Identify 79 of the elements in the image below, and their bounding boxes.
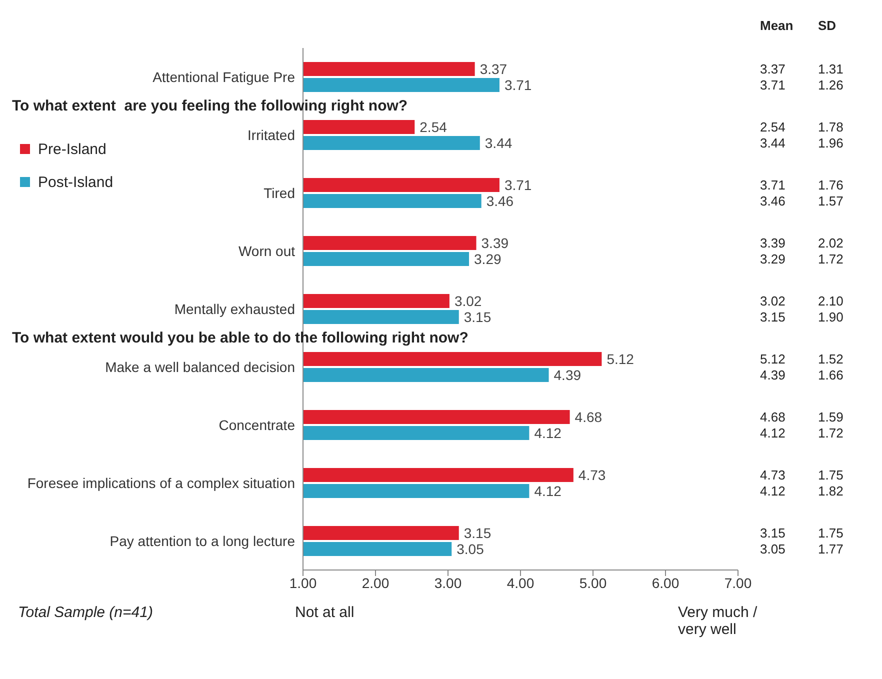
- y-tick-label: Irritated: [248, 126, 295, 143]
- data-label: 5.12: [760, 352, 786, 366]
- text: Not at all: [295, 604, 354, 621]
- data-label: 3.71: [504, 76, 532, 93]
- data-label: 3.02: [760, 294, 786, 308]
- x-tick-label: 6.00: [652, 574, 680, 591]
- y-tick-label: Make a well balanced decision: [105, 358, 295, 375]
- annotation: 4.68: [574, 408, 602, 425]
- data-label: 4.73: [760, 468, 786, 482]
- annotation: To what extent are you feeling the following right now?: [12, 98, 408, 114]
- x-tick-label: 4.00: [506, 574, 534, 591]
- text: 3.71: [760, 78, 786, 92]
- text: 3.15: [760, 310, 786, 324]
- x-tick-label: 3.00: [434, 574, 462, 591]
- y-tick-label: Mentally exhausted: [174, 300, 295, 317]
- text: 1.31: [818, 62, 844, 76]
- text: 4.12: [760, 426, 786, 440]
- data-label: 3.29: [474, 250, 502, 267]
- text: 3.46: [760, 194, 786, 208]
- data-label: 4.12: [534, 424, 562, 441]
- annotation: 3.39: [481, 234, 509, 251]
- legend-label: Post-Island: [38, 174, 114, 191]
- annotation: 3.02: [454, 292, 482, 309]
- y-tick-label: Pay attention to a long lecture: [110, 532, 296, 549]
- text: Mean: [760, 18, 794, 33]
- annotation: 2.54: [420, 118, 448, 135]
- text: 1.96: [818, 136, 844, 150]
- data-label: 3.37: [760, 62, 786, 76]
- y-tick-label: Attentional Fatigue Pre: [152, 68, 296, 85]
- text: 1.82: [818, 484, 844, 498]
- text: 1.26: [818, 78, 844, 92]
- x-tick-label: 5.00: [579, 574, 607, 591]
- text: 3.44: [760, 136, 786, 150]
- y-tick-label: Worn out: [238, 242, 296, 259]
- text: 4.39: [760, 368, 786, 382]
- annotation: 3.15: [464, 524, 492, 541]
- annotation: 5.12: [606, 350, 634, 367]
- annotation: 3.37: [480, 60, 508, 77]
- data-label: 3.15: [464, 308, 492, 325]
- text: 1.66: [818, 368, 844, 382]
- data-label: 4.68: [760, 410, 786, 424]
- y-tick-label: Concentrate: [218, 416, 296, 433]
- data-label: 3.15: [760, 526, 786, 540]
- text: 1.75: [818, 526, 844, 540]
- text: Total Sample (n=41): [18, 604, 153, 621]
- data-label: 3.46: [486, 192, 514, 209]
- annotation: 4.73: [578, 466, 606, 483]
- y-tick-label: Tired: [264, 184, 295, 201]
- text: 1.76: [818, 178, 844, 192]
- text: 3.29: [760, 252, 786, 266]
- text: 1.77: [818, 542, 844, 556]
- text: 1.72: [818, 252, 844, 266]
- y-tick-label: Foresee implications of a complex situation: [27, 474, 295, 491]
- x-tick-label: 1.00: [289, 574, 317, 591]
- data-label: 3.71: [760, 178, 786, 192]
- x-tick-label: 7.00: [724, 574, 752, 591]
- text: 1.75: [818, 468, 844, 482]
- data-label: 4.12: [534, 482, 562, 499]
- text: SD: [818, 18, 836, 33]
- data-label: 4.39: [554, 366, 582, 383]
- text: 1.78: [818, 120, 844, 134]
- data-label: 3.44: [484, 134, 512, 151]
- text: 1.72: [818, 426, 844, 440]
- text: 2.10: [818, 294, 844, 308]
- data-label: 3.05: [456, 540, 484, 557]
- annotation: 3.71: [504, 176, 532, 193]
- text: 1.90: [818, 310, 844, 324]
- data-label: 3.39: [760, 236, 786, 250]
- text: 1.59: [818, 410, 844, 424]
- legend-label: Pre-Island: [38, 140, 106, 158]
- text: 1.57: [818, 194, 844, 208]
- text: 1.52: [818, 352, 844, 366]
- data-label: 2.54: [760, 120, 786, 134]
- x-tick-label: 2.00: [362, 574, 390, 591]
- text: Very much / very well: [678, 604, 758, 638]
- text: 4.12: [760, 484, 786, 498]
- text: 2.02: [818, 236, 844, 250]
- annotation: To what extent would you be able to do the following right now?: [12, 330, 468, 346]
- text: 3.05: [760, 542, 786, 556]
